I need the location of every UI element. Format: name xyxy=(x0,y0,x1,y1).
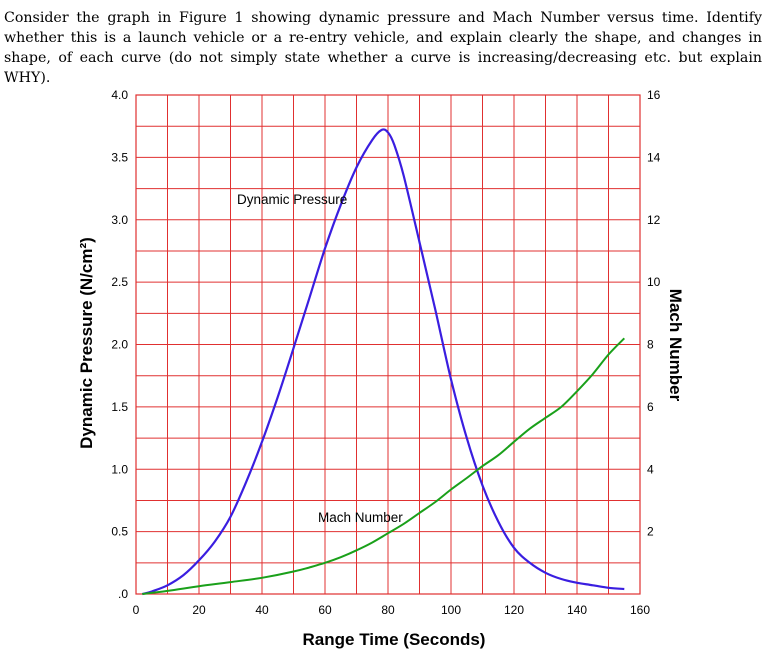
y-tick-label-left: 3.5 xyxy=(111,150,128,164)
chart-grid xyxy=(135,94,641,595)
y-tick-label-left: 3.0 xyxy=(111,213,128,227)
x-tick-label: 60 xyxy=(318,603,332,617)
y-tick-label-right: 14 xyxy=(647,150,661,164)
series-line-mach-number xyxy=(142,337,626,595)
x-tick-label: 120 xyxy=(504,603,524,617)
plot-frame xyxy=(135,94,641,595)
y-tick-label-right: 8 xyxy=(647,338,654,352)
y-tick-label-left: 0.5 xyxy=(111,525,128,539)
question-text: Consider the graph in Figure 1 showing d… xyxy=(4,10,762,86)
chart-ticks: 0 20 40 60 80 100 120 140 160 .0 0.5 1.0 1.5 2.0 2.5 3.… xyxy=(111,88,660,617)
annotation-mach-number: Mach Number xyxy=(318,510,403,525)
y-axis-label-left: Dynamic Pressure (N/cm²) xyxy=(77,237,96,449)
x-tick-label: 20 xyxy=(192,603,206,617)
y-tick-label-left: 2.5 xyxy=(111,275,128,289)
y-tick-label-right: 6 xyxy=(647,400,654,414)
y-tick-label-right: 10 xyxy=(647,275,661,289)
y-tick-label-right: 16 xyxy=(647,88,661,102)
y-tick-label-left: 1.5 xyxy=(111,400,128,414)
x-tick-label: 140 xyxy=(567,603,587,617)
y-tick-label-right: 4 xyxy=(647,462,654,476)
chart-lines xyxy=(142,128,626,596)
x-tick-label: 100 xyxy=(441,603,461,617)
y-tick-label-right: 12 xyxy=(647,213,661,227)
annotation-dynamic-pressure: Dynamic Pressure xyxy=(237,192,347,207)
y-axis-label-right: Mach Number xyxy=(666,289,685,402)
y-tick-label-left: .0 xyxy=(118,587,128,601)
y-tick-label-right: 2 xyxy=(647,525,654,539)
x-tick-label: 160 xyxy=(630,603,650,617)
series-line-dynamic-pressure xyxy=(142,128,625,596)
x-tick-label: 80 xyxy=(381,603,395,617)
x-tick-label: 40 xyxy=(255,603,269,617)
y-tick-label-left: 4.0 xyxy=(111,88,128,102)
y-tick-label-left: 1.0 xyxy=(111,462,128,476)
x-tick-label: 0 xyxy=(133,603,140,617)
x-axis-label: Range Time (Seconds) xyxy=(303,630,486,649)
y-tick-label-left: 2.0 xyxy=(111,338,128,352)
